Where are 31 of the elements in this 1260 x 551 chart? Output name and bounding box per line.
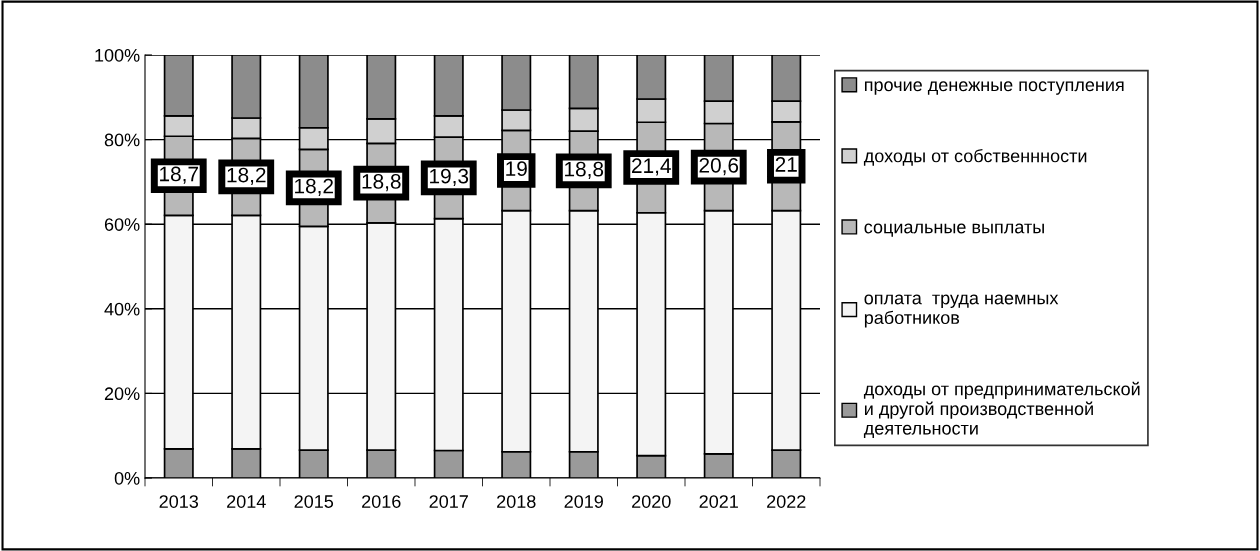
y-tick-label: 60%	[104, 218, 140, 231]
x-tick-label: 2022	[767, 495, 806, 508]
data-label: 21	[775, 157, 797, 172]
x-tick-label: 2020	[632, 495, 671, 508]
data-label: 19	[506, 161, 527, 177]
y-tick-label: 100%	[95, 48, 140, 62]
data-label: 19,3	[430, 168, 469, 186]
legend-label: прочие денежные поступления	[864, 81, 1124, 95]
data-label: 20,6	[699, 157, 739, 176]
data-label: 18,2	[227, 167, 266, 185]
x-tick-label: 2021	[699, 495, 738, 508]
data-label: 18,8	[565, 161, 604, 179]
x-tick-label: 2015	[294, 495, 334, 508]
y-tick-label: 40%	[104, 302, 140, 316]
x-tick-label: 2016	[362, 495, 401, 508]
legend-label: оплата труда наемных работников	[864, 294, 1059, 328]
legend-label: социальные выплаты	[864, 223, 1044, 237]
y-tick-label: 0%	[114, 471, 140, 485]
legend-label: доходы от собственнности	[863, 148, 1087, 166]
data-label: 18,7	[160, 166, 198, 184]
y-tick-label: 20%	[104, 387, 140, 401]
data-label: 18,2	[295, 178, 333, 196]
x-tick-label: 2019	[564, 495, 603, 508]
data-label: 21,4	[632, 158, 671, 176]
data-label: 18,8	[362, 174, 401, 192]
legend-label: доходы от предпринимательской и другой производственной деятельности	[863, 381, 1140, 439]
x-tick-label: 2018	[497, 495, 536, 508]
x-tick-label: 2017	[429, 495, 468, 508]
x-tick-label: 2013	[159, 495, 199, 508]
x-tick-label: 2014	[227, 495, 266, 508]
y-tick-label: 80%	[104, 133, 140, 147]
